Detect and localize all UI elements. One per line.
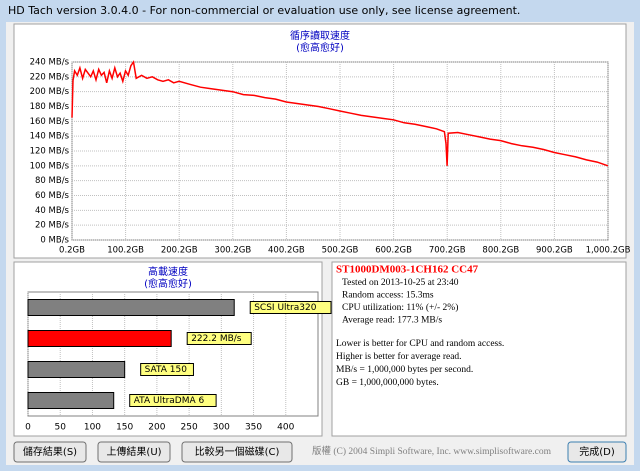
button[interactable] bbox=[97, 441, 171, 463]
x-tick-label: 600.2GB bbox=[375, 246, 412, 256]
y-tick-label: 60 MB/s bbox=[35, 191, 70, 201]
x-tick-label: 1,000.2GB bbox=[586, 246, 631, 256]
button-label[interactable]: 上傳結果(U) bbox=[106, 445, 161, 458]
button-label[interactable]: 儲存結果(S) bbox=[23, 445, 77, 458]
x-tick-label: 150 bbox=[116, 423, 133, 433]
info-line: Random access: 15.3ms bbox=[342, 291, 434, 301]
x-tick-label: 250 bbox=[181, 423, 198, 433]
info-line: CPU utilization: 11% (+/- 2%) bbox=[342, 302, 458, 313]
bar bbox=[27, 392, 115, 409]
x-tick-label: 500.2GB bbox=[322, 246, 359, 256]
bar bbox=[27, 299, 235, 316]
button-label[interactable]: 完成(D) bbox=[579, 445, 615, 458]
x-tick-label: 200 bbox=[148, 423, 165, 433]
info-note: Higher is better for average read. bbox=[336, 351, 462, 362]
chart-subtitle: (愈高愈好) bbox=[144, 277, 192, 290]
info-line: Tested on 2013-10-25 at 23:40 bbox=[342, 278, 459, 288]
y-tick-label: 240 MB/s bbox=[30, 58, 70, 68]
y-tick-label: 80 MB/s bbox=[35, 176, 70, 186]
y-tick-label: 220 MB/s bbox=[30, 72, 70, 82]
y-tick-label: 200 MB/s bbox=[30, 87, 70, 97]
button[interactable] bbox=[181, 441, 293, 463]
button[interactable] bbox=[13, 441, 87, 463]
bar bbox=[27, 361, 126, 378]
y-tick-label: 140 MB/s bbox=[30, 132, 70, 142]
chart-subtitle: (愈高愈好) bbox=[296, 41, 344, 54]
x-tick-label: 300 bbox=[213, 423, 230, 433]
x-tick-label: 0.2GB bbox=[59, 246, 85, 256]
info-note: Lower is better for CPU and random acces… bbox=[336, 338, 504, 349]
x-tick-label: 100.2GB bbox=[107, 246, 144, 256]
bar-label: SATA 150 bbox=[145, 365, 188, 375]
x-tick-label: 400.2GB bbox=[268, 246, 305, 256]
x-tick-label: 800.2GB bbox=[482, 246, 519, 256]
y-tick-label: 100 MB/s bbox=[30, 161, 70, 171]
window-title: HD Tach version 3.0.4.0 - For non-commer… bbox=[8, 4, 520, 17]
info-note: MB/s = 1,000,000 bytes per second. bbox=[336, 365, 473, 375]
drive-name: ST1000DM003-1CH162 CC47 bbox=[336, 264, 479, 276]
y-tick-label: 20 MB/s bbox=[35, 221, 70, 231]
bar-label-box bbox=[186, 332, 252, 345]
y-tick-label: 40 MB/s bbox=[35, 206, 70, 216]
button[interactable] bbox=[567, 441, 627, 463]
chart-title: 循序讀取速度 bbox=[290, 29, 350, 42]
x-tick-label: 100 bbox=[84, 423, 101, 433]
y-tick-label: 180 MB/s bbox=[30, 102, 70, 112]
copyright: 版權 (C) 2004 Simpli Software, Inc. www.si… bbox=[312, 445, 552, 457]
bar-label-box bbox=[140, 363, 194, 376]
bar-label-box bbox=[129, 394, 217, 407]
x-tick-label: 400 bbox=[277, 423, 294, 433]
y-tick-label: 160 MB/s bbox=[30, 117, 70, 127]
x-tick-label: 700.2GB bbox=[429, 246, 466, 256]
read-speed-line bbox=[71, 60, 609, 167]
button-label[interactable]: 比較另一個磁碟(C) bbox=[195, 445, 280, 458]
chart-title: 高載速度 bbox=[148, 265, 188, 278]
y-tick-label: 120 MB/s bbox=[30, 147, 70, 157]
bar-label: 222.2 MB/s bbox=[191, 334, 242, 344]
x-tick-label: 50 bbox=[54, 423, 66, 433]
info-note: GB = 1,000,000,000 bytes. bbox=[336, 378, 439, 388]
info-line: Average read: 177.3 MB/s bbox=[342, 316, 442, 326]
info-panel bbox=[331, 261, 627, 437]
y-tick-label: 0 MB/s bbox=[40, 236, 69, 246]
x-tick-label: 200.2GB bbox=[161, 246, 198, 256]
bar-label: SCSI Ultra320 bbox=[254, 303, 317, 313]
bar-label-box bbox=[249, 301, 332, 314]
x-tick-label: 350 bbox=[245, 423, 262, 433]
bar-label: ATA UltraDMA 6 bbox=[134, 396, 205, 406]
x-tick-label: 900.2GB bbox=[536, 246, 573, 256]
x-tick-label: 0 bbox=[25, 423, 31, 433]
bar bbox=[27, 330, 172, 347]
x-tick-label: 300.2GB bbox=[214, 246, 251, 256]
